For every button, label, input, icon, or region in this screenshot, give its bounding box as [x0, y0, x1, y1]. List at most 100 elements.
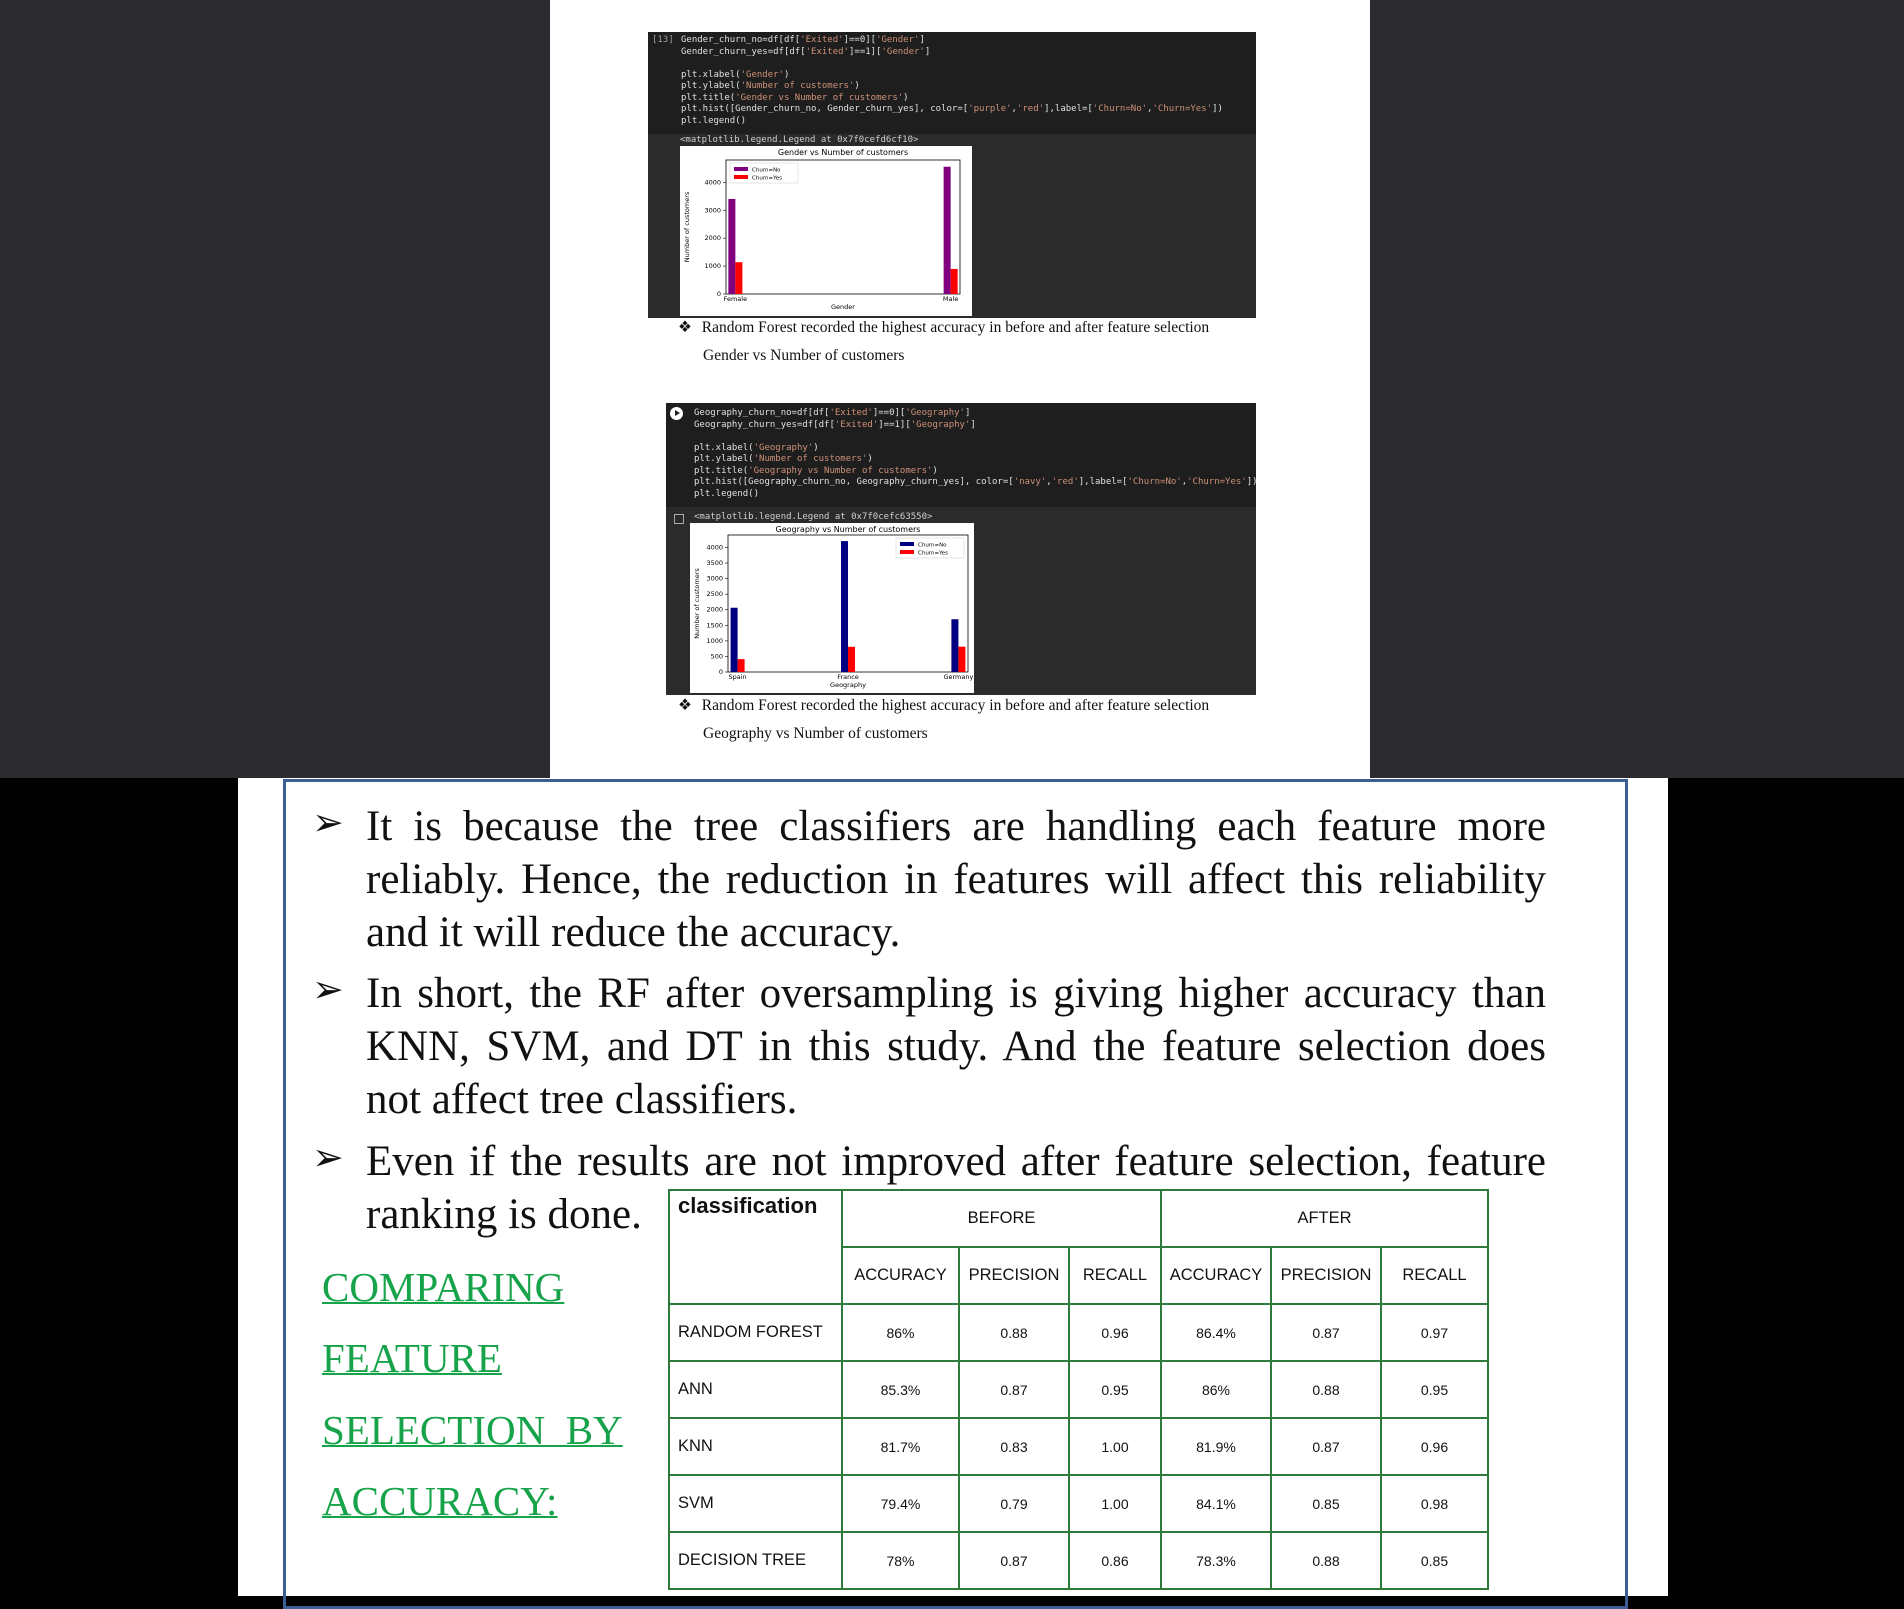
corner-label: classification: [678, 1193, 818, 1218]
table-cell: 0.95: [1380, 1360, 1489, 1419]
table-row: RANDOM FOREST 86% 0.88 0.96 86.4% 0.87 0.97: [668, 1303, 1489, 1362]
table-cell: 0.87: [1270, 1303, 1382, 1362]
left-background: [0, 0, 550, 778]
bar-churnno-spain: [730, 607, 738, 672]
table-cell: 0.86: [1068, 1531, 1162, 1590]
y-tick-label: 2500: [706, 590, 723, 598]
y-tick-label: 1000: [706, 637, 723, 645]
table-cell: 0.87: [1270, 1417, 1382, 1476]
table-cell: 0.85: [1380, 1531, 1489, 1590]
run-cell-button[interactable]: [670, 407, 683, 420]
chart-title: Gender vs Number of customers: [778, 148, 908, 157]
arrow-bullet-icon: ➢: [312, 969, 344, 1011]
y-tick-label: 4000: [706, 543, 723, 551]
geography-chart: Geography vs Number of customers 0 500 1000…: [690, 523, 974, 693]
row-label: DECISION TREE: [668, 1531, 843, 1590]
x-tick-label: Male: [943, 295, 958, 303]
code-line: Gender_churn_no=df[df['Exited']==0]['Gen…: [681, 35, 925, 45]
table-cell: 0.96: [1380, 1417, 1489, 1476]
y-tick-label: 3000: [706, 575, 723, 583]
right-background: [1370, 0, 1904, 778]
legend-swatch: [734, 175, 748, 179]
table-cell: 0.83: [958, 1417, 1070, 1476]
y-tick-label: 2000: [706, 606, 723, 614]
code-line: plt.ylabel('Number of customers'): [694, 454, 873, 464]
row-label: SVM: [668, 1474, 843, 1533]
y-tick-label: 1500: [706, 621, 723, 629]
group-before: BEFORE: [841, 1189, 1162, 1248]
table-row: KNN 81.7% 0.83 1.00 81.9% 0.87 0.96: [668, 1417, 1489, 1476]
code-line: plt.title('Gender vs Number of customers…: [681, 92, 909, 103]
column-header: ACCURACY: [841, 1246, 960, 1305]
legend-label: Churn=No: [752, 168, 781, 174]
table-cell: 0.85: [1270, 1474, 1382, 1533]
table-row: DECISION TREE 78% 0.87 0.86 78.3% 0.88 0.85: [668, 1531, 1489, 1590]
output-icon: [674, 514, 684, 524]
x-tick-label: Germany: [943, 673, 973, 681]
bar-churnno-germany: [951, 619, 959, 672]
column-header: PRECISION: [958, 1246, 1070, 1305]
table-cell: 0.96: [1068, 1303, 1162, 1362]
corner-header: classification: [668, 1189, 843, 1305]
table-cell: 0.79: [958, 1474, 1070, 1533]
legend-swatch: [734, 167, 748, 171]
code-lines: Gender_churn_no=df[df['Exited']==0]['Gen…: [681, 35, 1223, 127]
x-tick-label: Female: [724, 295, 748, 303]
table-cell: 86.4%: [1160, 1303, 1272, 1362]
chart-title: Geography vs Number of customers: [776, 525, 921, 534]
play-icon: [675, 410, 680, 416]
legend-swatch: [900, 542, 914, 546]
plot-area: [725, 159, 961, 295]
heading-line-3: SELECTION BY: [322, 1407, 623, 1453]
legend-label: Churn=Yes: [918, 551, 948, 557]
table-row: ANN 85.3% 0.87 0.95 86% 0.88 0.95: [668, 1360, 1489, 1419]
y-axis-label: Number of customers: [683, 191, 691, 262]
column-header-row: ACCURACY PRECISION RECALL ACCURACY PRECISION…: [669, 1246, 1489, 1305]
arrow-bullet-icon: ➢: [312, 802, 344, 844]
row-label: RANDOM FOREST: [668, 1303, 843, 1362]
table-cell: 0.88: [1270, 1531, 1382, 1590]
gender-chart-svg: Gender vs Number of customers 0 1000 2000 30…: [683, 148, 961, 311]
table-cell: 84.1%: [1160, 1474, 1272, 1533]
y-tick-label: 1000: [704, 262, 721, 270]
bar-churnno-male: [943, 166, 951, 294]
y-tick-label: 4000: [704, 178, 721, 186]
diamond-bullet-icon: ❖: [678, 697, 692, 714]
table-cell: 0.88: [958, 1303, 1070, 1362]
note-gender: ❖ Random Forest recorded the highest acc…: [678, 318, 1209, 337]
row-label: KNN: [668, 1417, 843, 1476]
code-cell-geography[interactable]: Geography_churn_no=df[df['Exited']==0]['…: [666, 403, 1258, 507]
output-text: <matplotlib.legend.Legend at 0x7f0cefd6c…: [680, 135, 919, 145]
table-cell: 0.87: [958, 1531, 1070, 1590]
table-cell: 79.4%: [841, 1474, 960, 1533]
code-line: plt.title('Geography vs Number of custom…: [694, 465, 938, 476]
row-label: ANN: [668, 1360, 843, 1419]
code-lines: Geography_churn_no=df[df['Exited']==0]['…: [694, 408, 1258, 500]
bar-churnno-france: [841, 541, 848, 672]
cell-execution-count: [13]: [652, 35, 674, 45]
code-line: Geography_churn_yes=df[df['Exited']==1][…: [694, 419, 976, 430]
bar-churnyes-spain: [737, 659, 745, 672]
y-tick-label: 3000: [704, 206, 721, 214]
code-line: Gender_churn_yes=df[df['Exited']==1]['Ge…: [681, 46, 931, 57]
point-3-line: Even if the results are not improved aft…: [366, 1135, 1546, 1241]
results-table: classification BEFORE AFTER ACCURACY PREC…: [668, 1189, 1489, 1590]
point-3: Even if the results are not improved aft…: [366, 1138, 1546, 1238]
table-cell: 0.98: [1380, 1474, 1489, 1533]
x-axis-label: Gender: [831, 303, 855, 311]
code-line: plt.ylabel('Number of customers'): [681, 81, 860, 91]
code-cell-gender[interactable]: [13] Gender_churn_no=df[df['Exited']==0]…: [648, 32, 1256, 140]
table-cell: 1.00: [1068, 1474, 1162, 1533]
table-cell: 78.3%: [1160, 1531, 1272, 1590]
caption-geography: Geography vs Number of customers: [703, 725, 928, 742]
code-line: plt.legend(): [694, 488, 760, 499]
bar-churnno-female: [728, 198, 736, 294]
x-tick-label: Spain: [729, 673, 747, 681]
y-tick-label: 2000: [704, 234, 721, 242]
table-cell: 0.88: [1270, 1360, 1382, 1419]
code-line: plt.xlabel('Geography'): [694, 442, 819, 453]
x-axis-label: Geography: [830, 681, 866, 689]
legend-label: Churn=No: [918, 543, 947, 549]
column-header: RECALL: [1380, 1246, 1489, 1305]
bar-churnyes-male: [950, 268, 958, 294]
